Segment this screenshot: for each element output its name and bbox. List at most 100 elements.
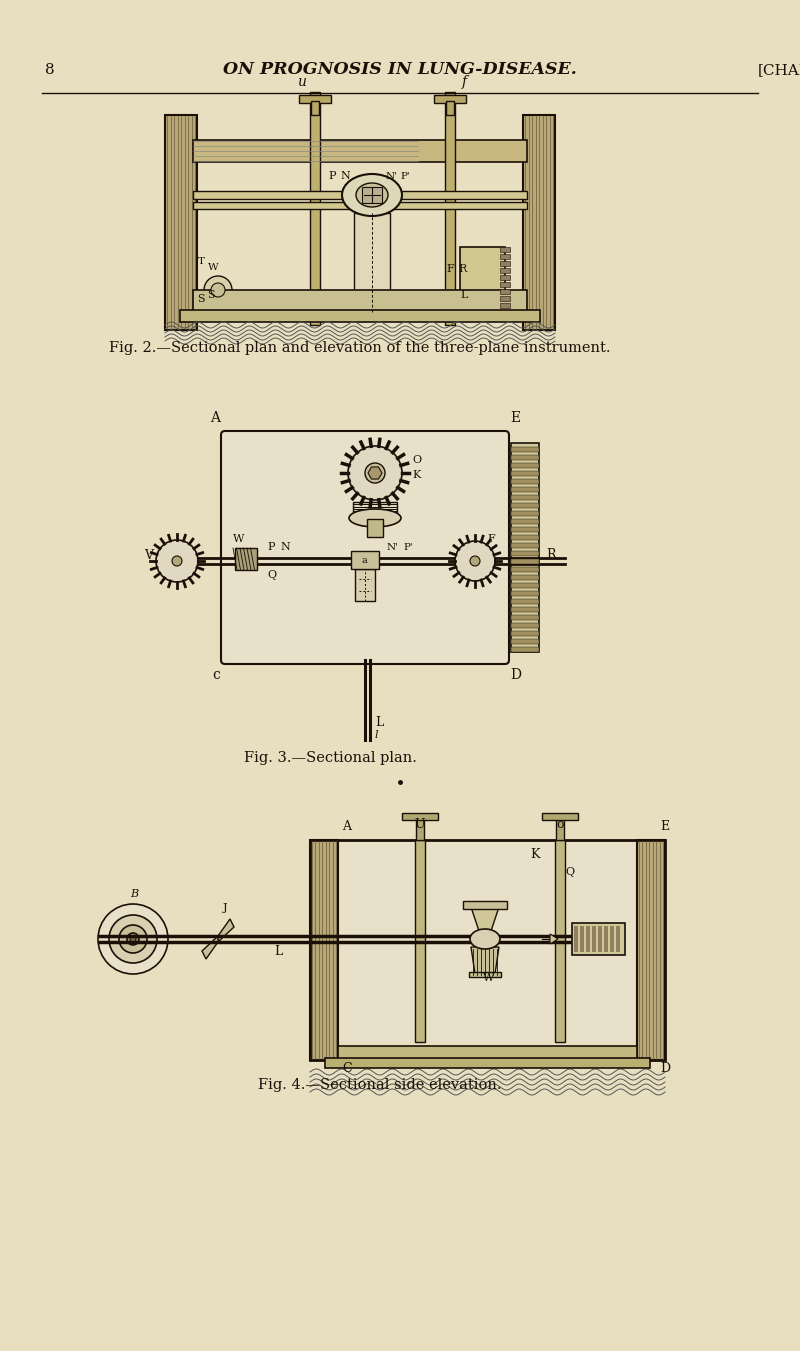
- Circle shape: [119, 925, 147, 952]
- Ellipse shape: [470, 929, 500, 948]
- Bar: [500, 303, 510, 308]
- Bar: [511, 551, 539, 557]
- Bar: [580, 925, 583, 952]
- Text: U: U: [414, 817, 426, 831]
- Bar: [555, 840, 565, 1042]
- Text: K: K: [412, 470, 420, 480]
- Bar: [511, 519, 539, 524]
- Circle shape: [204, 276, 232, 304]
- Bar: [511, 480, 539, 484]
- Bar: [511, 607, 539, 612]
- Bar: [511, 511, 539, 516]
- Text: N': N': [387, 543, 399, 553]
- Bar: [511, 567, 539, 571]
- Bar: [511, 494, 539, 500]
- Text: a: a: [362, 557, 368, 565]
- Polygon shape: [550, 934, 558, 944]
- Bar: [460, 247, 505, 312]
- Bar: [165, 115, 197, 330]
- Polygon shape: [368, 467, 382, 480]
- Bar: [542, 813, 578, 820]
- Bar: [511, 527, 539, 532]
- Text: R: R: [546, 549, 555, 561]
- Text: E: E: [660, 820, 669, 834]
- Bar: [355, 569, 375, 601]
- Text: L: L: [460, 290, 467, 300]
- Bar: [310, 840, 665, 1061]
- Bar: [338, 1046, 637, 1061]
- Bar: [310, 92, 320, 326]
- Polygon shape: [471, 947, 499, 974]
- Circle shape: [130, 936, 136, 942]
- Bar: [511, 576, 539, 580]
- Bar: [592, 925, 595, 952]
- Bar: [511, 639, 539, 644]
- Bar: [353, 503, 397, 521]
- Circle shape: [109, 915, 157, 963]
- Bar: [180, 309, 540, 322]
- Bar: [362, 186, 382, 203]
- Bar: [598, 925, 602, 952]
- Bar: [325, 1058, 650, 1069]
- Bar: [523, 115, 555, 330]
- Bar: [586, 925, 590, 952]
- Bar: [193, 203, 527, 209]
- Bar: [193, 190, 527, 199]
- Text: L: L: [375, 716, 383, 728]
- Text: L: L: [274, 944, 282, 958]
- Text: S: S: [207, 290, 214, 300]
- Bar: [446, 101, 454, 115]
- Text: C: C: [342, 1062, 352, 1075]
- Bar: [416, 817, 424, 840]
- Bar: [469, 971, 501, 977]
- Bar: [604, 925, 607, 952]
- Bar: [500, 282, 510, 286]
- Text: c: c: [212, 667, 220, 682]
- Text: F: F: [446, 263, 454, 274]
- Text: F: F: [487, 534, 494, 544]
- Bar: [500, 261, 510, 266]
- Bar: [616, 925, 619, 952]
- Circle shape: [470, 557, 480, 566]
- Circle shape: [455, 540, 495, 581]
- Bar: [574, 925, 578, 952]
- Bar: [193, 290, 527, 312]
- Text: E: E: [510, 411, 520, 426]
- Text: N: N: [280, 542, 290, 553]
- Bar: [511, 486, 539, 492]
- Bar: [415, 840, 425, 1042]
- Bar: [511, 559, 539, 563]
- Text: P: P: [328, 172, 335, 181]
- Bar: [193, 115, 527, 322]
- Text: Fig. 3.—Sectional plan.: Fig. 3.—Sectional plan.: [243, 751, 417, 765]
- Text: P': P': [400, 172, 410, 181]
- Bar: [445, 92, 455, 326]
- FancyBboxPatch shape: [221, 431, 509, 663]
- Bar: [511, 443, 539, 653]
- Bar: [235, 549, 257, 570]
- Bar: [500, 289, 510, 295]
- Text: V: V: [144, 549, 153, 562]
- Text: R: R: [458, 263, 466, 274]
- Circle shape: [172, 557, 182, 566]
- Bar: [511, 584, 539, 588]
- Bar: [500, 267, 510, 273]
- Bar: [500, 276, 510, 280]
- Text: N': N': [386, 172, 398, 181]
- Bar: [299, 95, 331, 103]
- Bar: [351, 551, 379, 569]
- Text: D: D: [660, 1062, 670, 1075]
- Bar: [511, 590, 539, 596]
- Bar: [500, 247, 510, 253]
- Text: u: u: [297, 76, 306, 89]
- Text: K: K: [530, 848, 539, 861]
- Bar: [193, 141, 527, 162]
- Bar: [511, 543, 539, 549]
- Bar: [500, 296, 510, 301]
- Bar: [511, 598, 539, 604]
- Text: A: A: [210, 411, 220, 426]
- Text: S: S: [197, 295, 205, 304]
- Text: ON PROGNOSIS IN LUNG-DISEASE.: ON PROGNOSIS IN LUNG-DISEASE.: [223, 62, 577, 78]
- Polygon shape: [218, 919, 234, 942]
- Circle shape: [211, 282, 225, 297]
